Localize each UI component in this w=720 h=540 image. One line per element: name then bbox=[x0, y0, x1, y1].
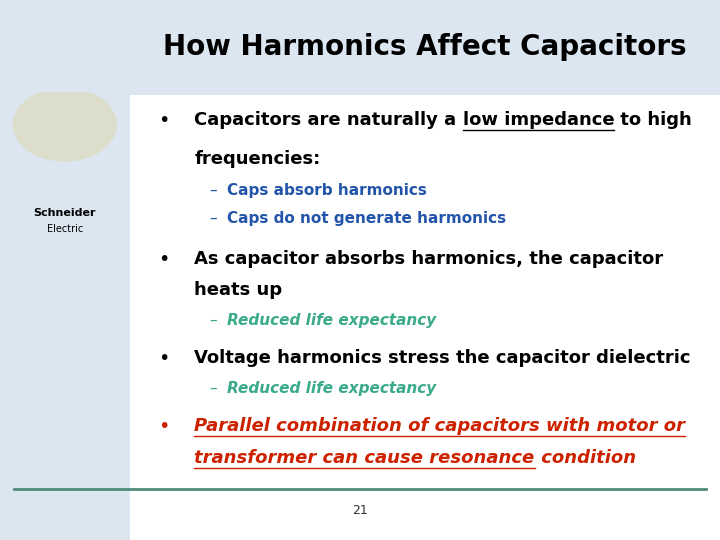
Text: Caps do not generate harmonics: Caps do not generate harmonics bbox=[227, 211, 506, 226]
Text: frequencies:: frequencies: bbox=[194, 150, 320, 167]
Circle shape bbox=[14, 89, 116, 161]
Text: transformer can cause resonance: transformer can cause resonance bbox=[194, 449, 535, 467]
Text: heats up: heats up bbox=[194, 281, 282, 299]
Text: –: – bbox=[209, 313, 217, 328]
Text: Electric: Electric bbox=[47, 224, 83, 234]
Text: –: – bbox=[209, 381, 217, 396]
Text: •: • bbox=[158, 111, 170, 130]
Text: 21: 21 bbox=[352, 504, 368, 517]
Text: Reduced life expectancy: Reduced life expectancy bbox=[227, 381, 436, 396]
Text: –: – bbox=[209, 211, 217, 226]
Text: –: – bbox=[209, 183, 217, 198]
Text: How Harmonics Affect Capacitors: How Harmonics Affect Capacitors bbox=[163, 33, 687, 61]
Text: •: • bbox=[158, 349, 170, 368]
Text: condition: condition bbox=[535, 449, 636, 467]
Text: Capacitors are naturally a: Capacitors are naturally a bbox=[194, 111, 463, 129]
Text: •: • bbox=[158, 417, 170, 436]
Text: Parallel combination of capacitors with motor or: Parallel combination of capacitors with … bbox=[194, 417, 685, 435]
Text: Reduced life expectancy: Reduced life expectancy bbox=[227, 313, 436, 328]
Text: Voltage harmonics stress the capacitor dielectric: Voltage harmonics stress the capacitor d… bbox=[194, 349, 691, 367]
Text: low impedance: low impedance bbox=[463, 111, 614, 129]
Text: to high: to high bbox=[614, 111, 692, 129]
Text: Caps absorb harmonics: Caps absorb harmonics bbox=[227, 183, 427, 198]
Text: •: • bbox=[158, 250, 170, 269]
Text: As capacitor absorbs harmonics, the capacitor: As capacitor absorbs harmonics, the capa… bbox=[194, 250, 664, 268]
Text: Schneider: Schneider bbox=[34, 208, 96, 218]
